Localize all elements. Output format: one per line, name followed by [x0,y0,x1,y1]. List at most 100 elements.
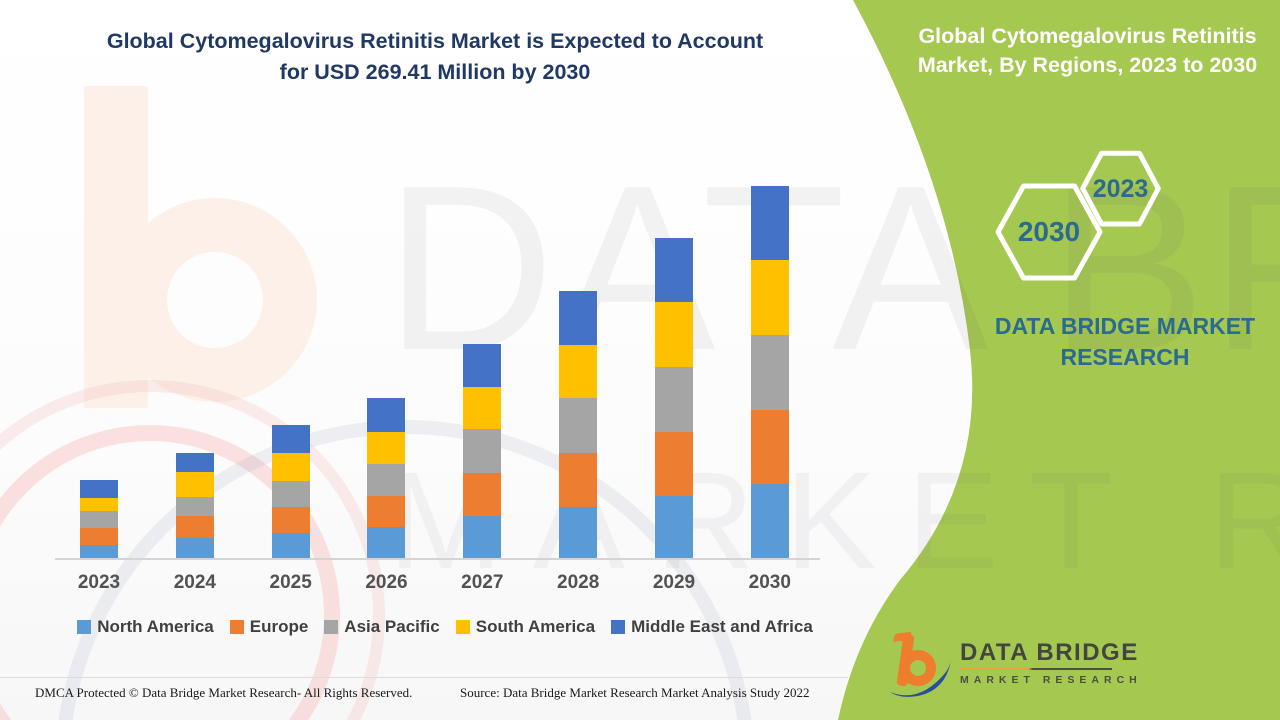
x-axis-line [55,558,820,560]
logo-text: DATA BRIDGE MARKET RESEARCH [960,640,1142,686]
bar-segment-asia-pacific [367,464,406,496]
bar-segment-south-america [463,387,502,429]
source-text: Source: Data Bridge Market Research Mark… [460,685,810,700]
bar-segment-north-america [463,516,502,559]
legend-label: Europe [249,617,309,636]
x-axis-label: 2027 [461,572,504,593]
bar-segment-asia-pacific [559,397,598,453]
logo-b-bowl [900,650,936,686]
bar-segment-north-america [654,496,693,559]
bar-segment-north-america [367,527,406,559]
brand-text-line2: RESEARCH [1060,344,1190,370]
legend-item-europe: Europe [229,617,309,637]
brand-text-line1: DATA BRIDGE MARKET [994,313,1256,339]
company-logo: DATA BRIDGE MARKET RESEARCH [888,628,1142,704]
bar-segment-asia-pacific [654,367,693,433]
stacked-bar-2029 [654,238,693,559]
bar-segment-europe [271,506,310,534]
side-panel-title-line2: Market, By Regions, 2023 to 2030 [917,53,1258,77]
chart-title-line2: for USD 269.41 Million by 2030 [279,60,591,84]
side-panel-title-line1: Global Cytomegalovirus Retinitis [918,24,1257,48]
bar-segment-middle-east-and-africa [654,238,693,303]
bar-segment-middle-east-and-africa [367,398,406,433]
legend-label: Middle East and Africa [631,617,813,636]
bar-segment-europe [175,516,214,539]
stacked-bar-2026 [367,398,406,559]
legend-label: Asia Pacific [344,617,440,636]
x-axis-label: 2026 [365,572,408,593]
legend-item-asia-pacific: Asia Pacific [324,617,440,637]
bar-segment-europe [750,409,789,484]
legend-swatch [324,620,339,634]
legend-swatch [229,620,244,634]
chart-legend: North America Europe Asia Pacific South Ame… [55,617,835,637]
hexagon-2023 [1080,150,1161,227]
bar-segment-europe [463,472,502,517]
logo-b-mark [890,632,951,697]
stacked-bar-2028 [559,291,598,559]
chart-title-line1: Global Cytomegalovirus Retinitis Market … [106,29,764,53]
logo-subtitle: MARKET RESEARCH [960,674,1142,686]
bar-segment-south-america [654,302,693,368]
logo-underline [960,668,1112,670]
bar-segment-north-america [80,544,118,559]
legend-item-north-america: North America [77,617,214,637]
bar-segment-middle-east-and-africa [175,452,214,473]
legend-swatch [455,620,470,634]
bar-segment-north-america [271,533,310,559]
footer-divider [0,677,848,678]
bar-segment-south-america [175,472,214,497]
x-axis-label: 2024 [173,572,216,593]
bar-segment-north-america [559,507,598,559]
stacked-bar-2023 [80,480,118,559]
logo-title: DATA BRIDGE [960,639,1139,666]
legend-label: South America [475,617,596,636]
x-axis-label: 2030 [748,572,791,593]
legend-swatch [611,620,626,634]
bar-segment-south-america [271,452,310,481]
bar-segment-europe [80,528,118,545]
bar-segment-middle-east-and-africa [559,291,598,345]
bar-segment-europe [367,495,406,527]
legend-item-middle-east-and-africa: Middle East and Africa [611,617,813,637]
side-panel-title: Global Cytomegalovirus Retinitis Market,… [900,22,1275,80]
x-axis-label: 2028 [557,572,600,593]
bar-segment-asia-pacific [271,480,310,507]
stacked-bar-2030 [750,186,789,559]
hexagon-2023-label: 2023 [1093,175,1149,203]
hexagon-2030-label: 2030 [1018,216,1080,247]
stacked-bar-2024 [175,452,214,559]
bar-segment-middle-east-and-africa [463,344,502,388]
x-axis-label: 2023 [77,572,121,593]
bar-segment-south-america [80,498,118,511]
bar-segment-asia-pacific [463,428,502,473]
stacked-bar-2027 [463,344,502,559]
bar-segment-south-america [750,260,789,335]
hexagon-2030 [995,183,1103,281]
x-axis-label: 2025 [269,572,312,593]
bar-segment-south-america [559,344,598,398]
side-panel-green-shape [838,0,1280,720]
hexagon-badges: 2030 2023 [995,150,1161,281]
bar-segment-south-america [367,432,406,465]
bar-segment-asia-pacific [750,334,789,410]
logo-swoosh [890,660,951,697]
bar-segment-middle-east-and-africa [750,186,789,261]
bar-segment-north-america [175,538,214,559]
dmca-text: DMCA Protected © Data Bridge Market Rese… [35,685,413,700]
stacked-bar-2025 [271,425,310,559]
chart-title: Global Cytomegalovirus Retinitis Market … [40,26,830,88]
bar-segment-north-america [750,484,789,559]
bar-segment-asia-pacific [80,510,118,529]
side-panel-brand-text: DATA BRIDGE MARKET RESEARCH [990,311,1260,373]
legend-item-south-america: South America [455,617,596,637]
bar-segment-asia-pacific [175,496,214,517]
legend-swatch [77,620,92,634]
legend-label: North America [97,617,214,636]
bar-segment-europe [654,432,693,496]
bar-segment-middle-east-and-africa [271,425,310,453]
x-axis-label: 2029 [652,572,696,593]
bar-segment-europe [559,452,598,507]
